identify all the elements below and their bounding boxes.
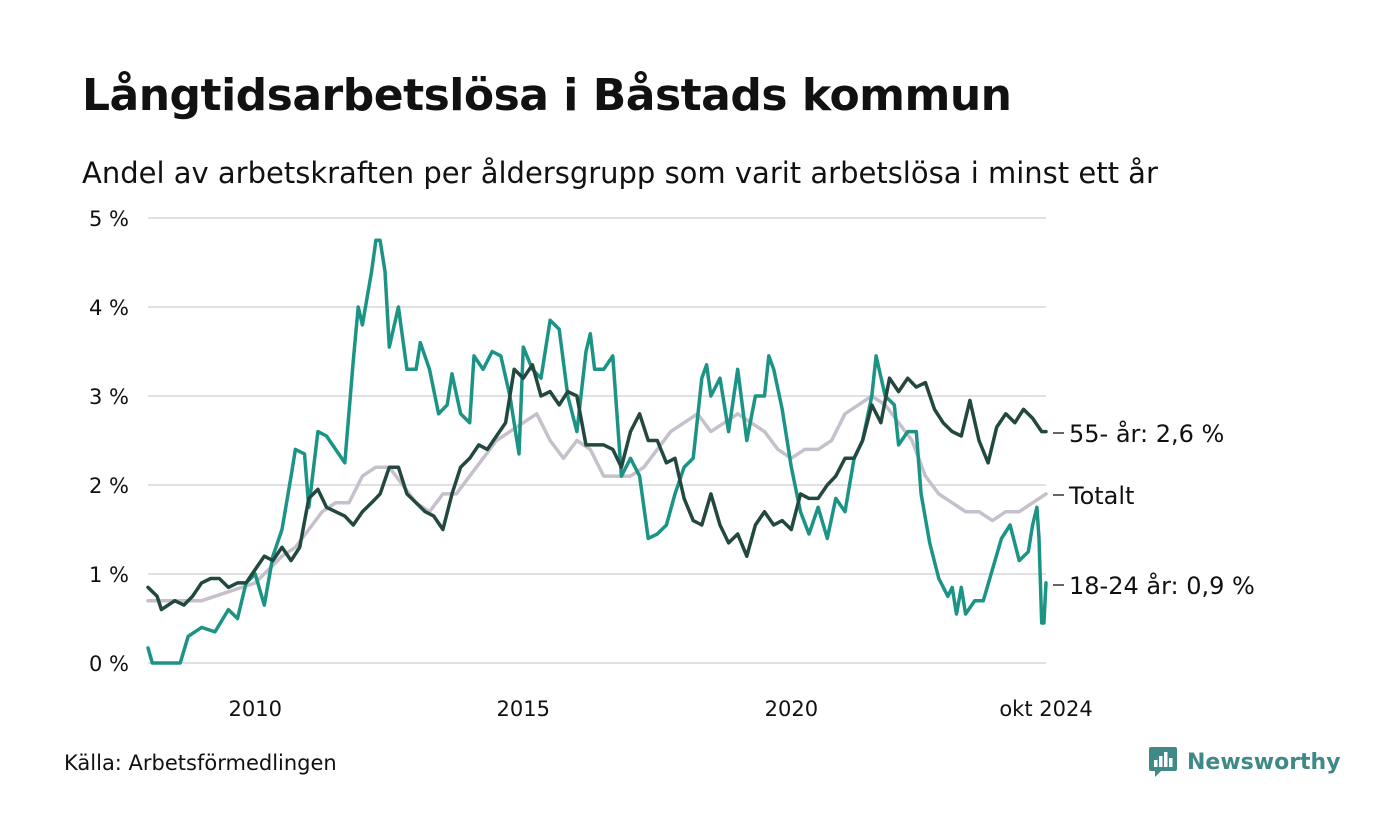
x-tick-label: 2015 <box>497 697 550 721</box>
y-tick-label: 4 % <box>89 296 129 320</box>
y-tick-label: 3 % <box>89 385 129 409</box>
chart-title: Långtidsarbetslösa i Båstads kommun <box>82 70 1012 121</box>
series-end-label-age_18_24: 18-24 år: 0,9 % <box>1069 571 1255 600</box>
y-tick-label: 0 % <box>89 652 129 676</box>
series-end-label-totalt: Totalt <box>1068 482 1134 510</box>
series-end-labels: Totalt 18-24 år: 0,9 % 55- år: 2,6 % <box>1053 419 1255 600</box>
series-line-age_18_24 <box>146 238 1048 665</box>
x-axis-ticks: 2010 2015 2020 okt 2024 <box>228 697 1092 721</box>
gridlines <box>148 217 1046 664</box>
y-tick-label: 5 % <box>89 207 129 231</box>
series-end-label-age_55: 55- år: 2,6 % <box>1069 419 1224 448</box>
y-tick-label: 1 % <box>89 563 129 587</box>
brand-name: Newsworthy <box>1187 749 1341 775</box>
newsworthy-brand[interactable]: Newsworthy <box>1148 745 1341 779</box>
series-line-age_55 <box>146 363 1048 612</box>
series-line-totalt <box>146 394 1048 603</box>
x-tick-label: 2020 <box>765 697 818 721</box>
y-axis-ticks: 0 % 1 % 2 % 3 % 4 % 5 % <box>89 207 129 676</box>
x-tick-label: okt 2024 <box>999 697 1092 721</box>
y-tick-label: 2 % <box>89 474 129 498</box>
newsworthy-logo-icon <box>1149 747 1177 777</box>
source-note: Källa: Arbetsförmedlingen <box>64 751 337 775</box>
chart-subtitle: Andel av arbetskraften per åldersgrupp s… <box>82 156 1158 190</box>
x-tick-label: 2010 <box>228 697 281 721</box>
series-lines <box>146 238 1048 665</box>
